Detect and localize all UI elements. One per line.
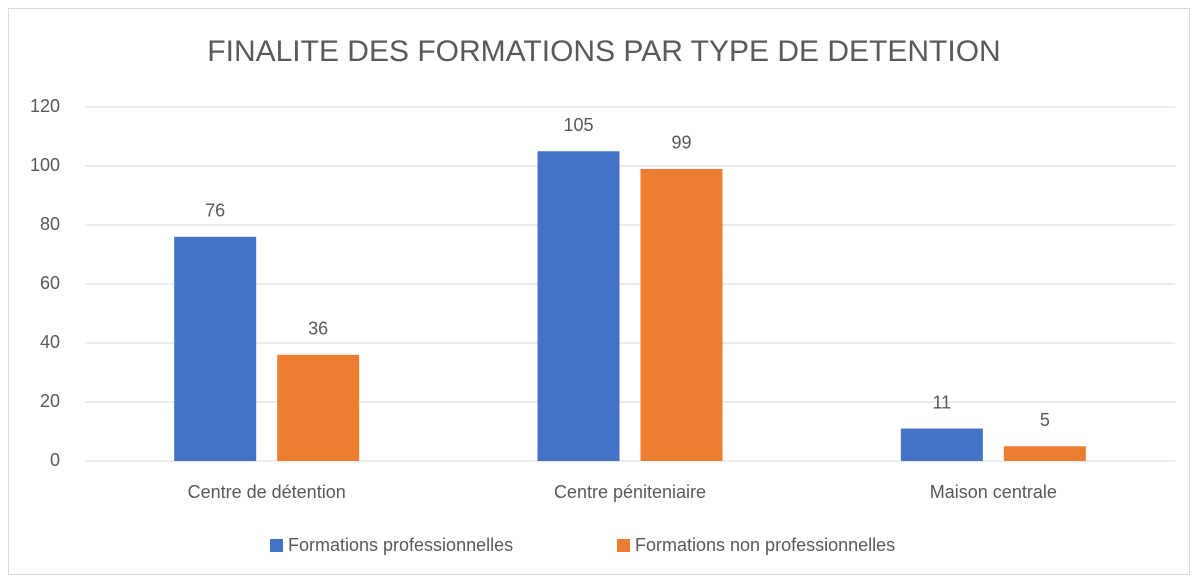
x-tick-label: Centre péniteniaire <box>554 482 706 502</box>
legend-label: Formations professionnelles <box>288 535 513 555</box>
y-tick-label: 120 <box>30 96 60 116</box>
data-label: 76 <box>205 201 225 221</box>
data-label: 36 <box>308 319 328 339</box>
y-tick-label: 40 <box>40 332 60 352</box>
y-tick-label: 0 <box>50 450 60 470</box>
chart-title: FINALITE DES FORMATIONS PAR TYPE DE DETE… <box>207 35 1000 68</box>
y-tick-label: 100 <box>30 155 60 175</box>
bar <box>900 428 983 461</box>
data-label: 99 <box>671 133 691 153</box>
x-tick-label: Centre de détention <box>188 482 346 502</box>
x-tick-label: Maison centrale <box>930 482 1057 502</box>
bar <box>1003 446 1086 461</box>
y-tick-label: 20 <box>40 391 60 411</box>
legend-swatch <box>617 539 630 552</box>
y-tick-label: 60 <box>40 273 60 293</box>
bar <box>174 236 257 461</box>
legend-swatch <box>270 539 283 552</box>
bar <box>277 354 360 461</box>
y-tick-label: 80 <box>40 214 60 234</box>
data-label: 105 <box>563 115 593 135</box>
bar <box>640 168 723 461</box>
data-label: 5 <box>1040 410 1050 430</box>
data-label: 11 <box>932 392 951 412</box>
legend-label: Formations non professionnelles <box>635 535 895 555</box>
bar <box>537 151 620 461</box>
